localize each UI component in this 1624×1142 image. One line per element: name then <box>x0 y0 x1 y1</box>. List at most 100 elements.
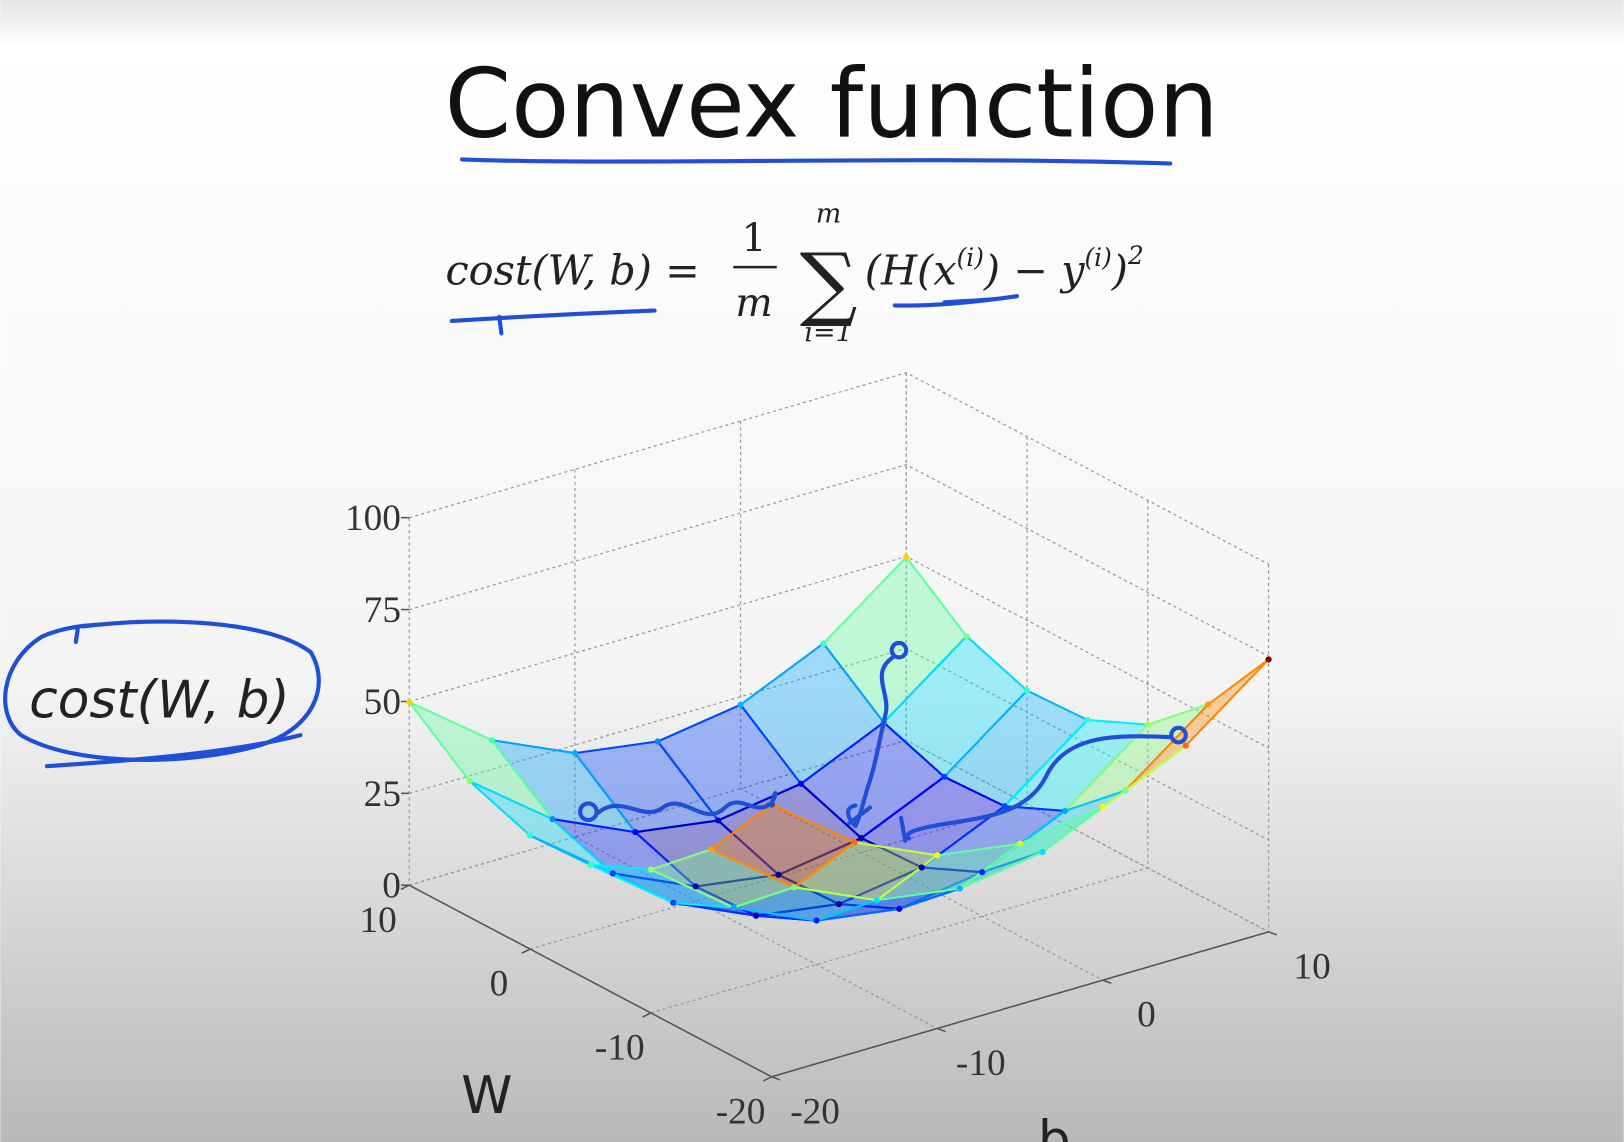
surface-point <box>934 852 941 859</box>
y-tick-label: -20 <box>790 1091 840 1132</box>
z-axis-label: cost(W, b) <box>29 671 289 731</box>
x-tick <box>642 1012 652 1018</box>
y-tick-label: -10 <box>956 1043 1006 1084</box>
formula-sup: (i) <box>1084 243 1111 272</box>
title: Convex function <box>445 50 1219 160</box>
surface-point <box>1265 656 1272 663</box>
z-tick-label: 100 <box>345 498 401 539</box>
surface-point <box>790 884 798 891</box>
x-tick-label: 0 <box>490 964 509 1005</box>
surface-point <box>813 917 820 924</box>
surface-point <box>1182 742 1189 749</box>
surface-point <box>1023 687 1031 694</box>
grid-line <box>739 421 1104 981</box>
x-tick <box>521 948 531 954</box>
annotations <box>3 157 1188 843</box>
formula-sup: (i) <box>957 243 984 272</box>
formula-part: ) <box>1111 247 1128 295</box>
grid-line <box>574 469 938 1029</box>
formula-part: (H(x <box>865 247 957 295</box>
surface-point <box>654 738 661 745</box>
surface-point <box>692 883 699 890</box>
surface-point <box>963 633 970 640</box>
surface-point <box>549 816 556 823</box>
formula-upper: m <box>816 199 842 230</box>
y-tick <box>771 1076 781 1081</box>
surface-point <box>941 773 948 780</box>
surface-point <box>1099 803 1107 811</box>
surface-point <box>956 885 963 892</box>
ink-underline <box>892 294 1020 308</box>
surface-point <box>1084 716 1091 724</box>
ink-trace <box>578 791 778 822</box>
surface-point <box>730 904 737 911</box>
surface-point <box>820 640 827 647</box>
surface-point <box>1061 807 1069 815</box>
surface-point <box>670 899 677 906</box>
surface-point <box>1205 701 1212 708</box>
formula-part: ) − y <box>983 247 1085 295</box>
x-tick <box>400 884 410 891</box>
surface-point <box>1017 840 1024 847</box>
x-tick-label: 10 <box>360 900 397 941</box>
ink-trace <box>898 725 1188 843</box>
z-tick-label: 25 <box>364 774 401 815</box>
formula-sigma: ∑ <box>800 237 858 331</box>
surface-point <box>979 869 986 876</box>
surface-point <box>406 699 413 706</box>
grid-line <box>409 372 1269 565</box>
surface-point <box>715 817 722 824</box>
formula-denominator: m <box>735 280 772 326</box>
y-tick-label: 10 <box>1293 946 1330 987</box>
y-axis-label: b <box>1038 1111 1071 1142</box>
formula: cost(W, b) = 1 m ∑ m i=1 (H(x(i)) − y(i)… <box>445 199 1143 349</box>
surface-point <box>571 750 579 757</box>
ink-ellipse <box>3 619 321 769</box>
surface-point <box>918 864 925 871</box>
z-tick-label: 75 <box>364 590 401 631</box>
surface-point <box>488 737 496 744</box>
surface-point <box>797 780 805 787</box>
y-tick-label: 0 <box>1137 995 1156 1036</box>
surface-point <box>647 866 654 873</box>
surface-point <box>851 839 858 846</box>
x-tick-label: -10 <box>595 1028 645 1069</box>
formula-body: (H(x(i)) − y(i))2 <box>865 241 1144 295</box>
grid-line <box>409 739 1269 933</box>
x-tick <box>762 1076 772 1082</box>
surface-point <box>1001 803 1008 810</box>
y-tick <box>1102 979 1112 984</box>
grid-line <box>409 464 1269 657</box>
formula-lhs: cost(W, b) = <box>445 247 699 295</box>
surface-point <box>587 861 594 868</box>
surface-point <box>466 778 473 785</box>
z-tick-label: 50 <box>364 682 401 723</box>
surface-point <box>632 828 639 836</box>
surface-point <box>873 897 880 904</box>
ink-underline <box>459 157 1173 166</box>
ink-underline <box>449 308 657 336</box>
surface-point <box>1122 787 1129 794</box>
surface-point <box>903 554 910 561</box>
surface-point <box>609 870 616 877</box>
y-tick <box>937 1027 946 1033</box>
formula-lower: i=1 <box>804 318 852 349</box>
surface-point <box>835 901 843 908</box>
surface-point <box>1144 721 1151 728</box>
surface-point <box>737 701 744 708</box>
formula-numerator: 1 <box>742 216 767 262</box>
surface-point <box>775 871 782 878</box>
formula-sup: 2 <box>1127 241 1144 270</box>
z-tick-label: 0 <box>382 866 401 907</box>
surface-point <box>896 905 903 912</box>
x-tick-label: -20 <box>716 1091 766 1132</box>
surface-point <box>1039 848 1046 856</box>
surface-point <box>708 846 715 853</box>
ink-trace <box>846 640 909 829</box>
x-axis-label: W <box>461 1066 512 1126</box>
surface-point <box>752 912 760 919</box>
surface-point <box>526 832 534 839</box>
